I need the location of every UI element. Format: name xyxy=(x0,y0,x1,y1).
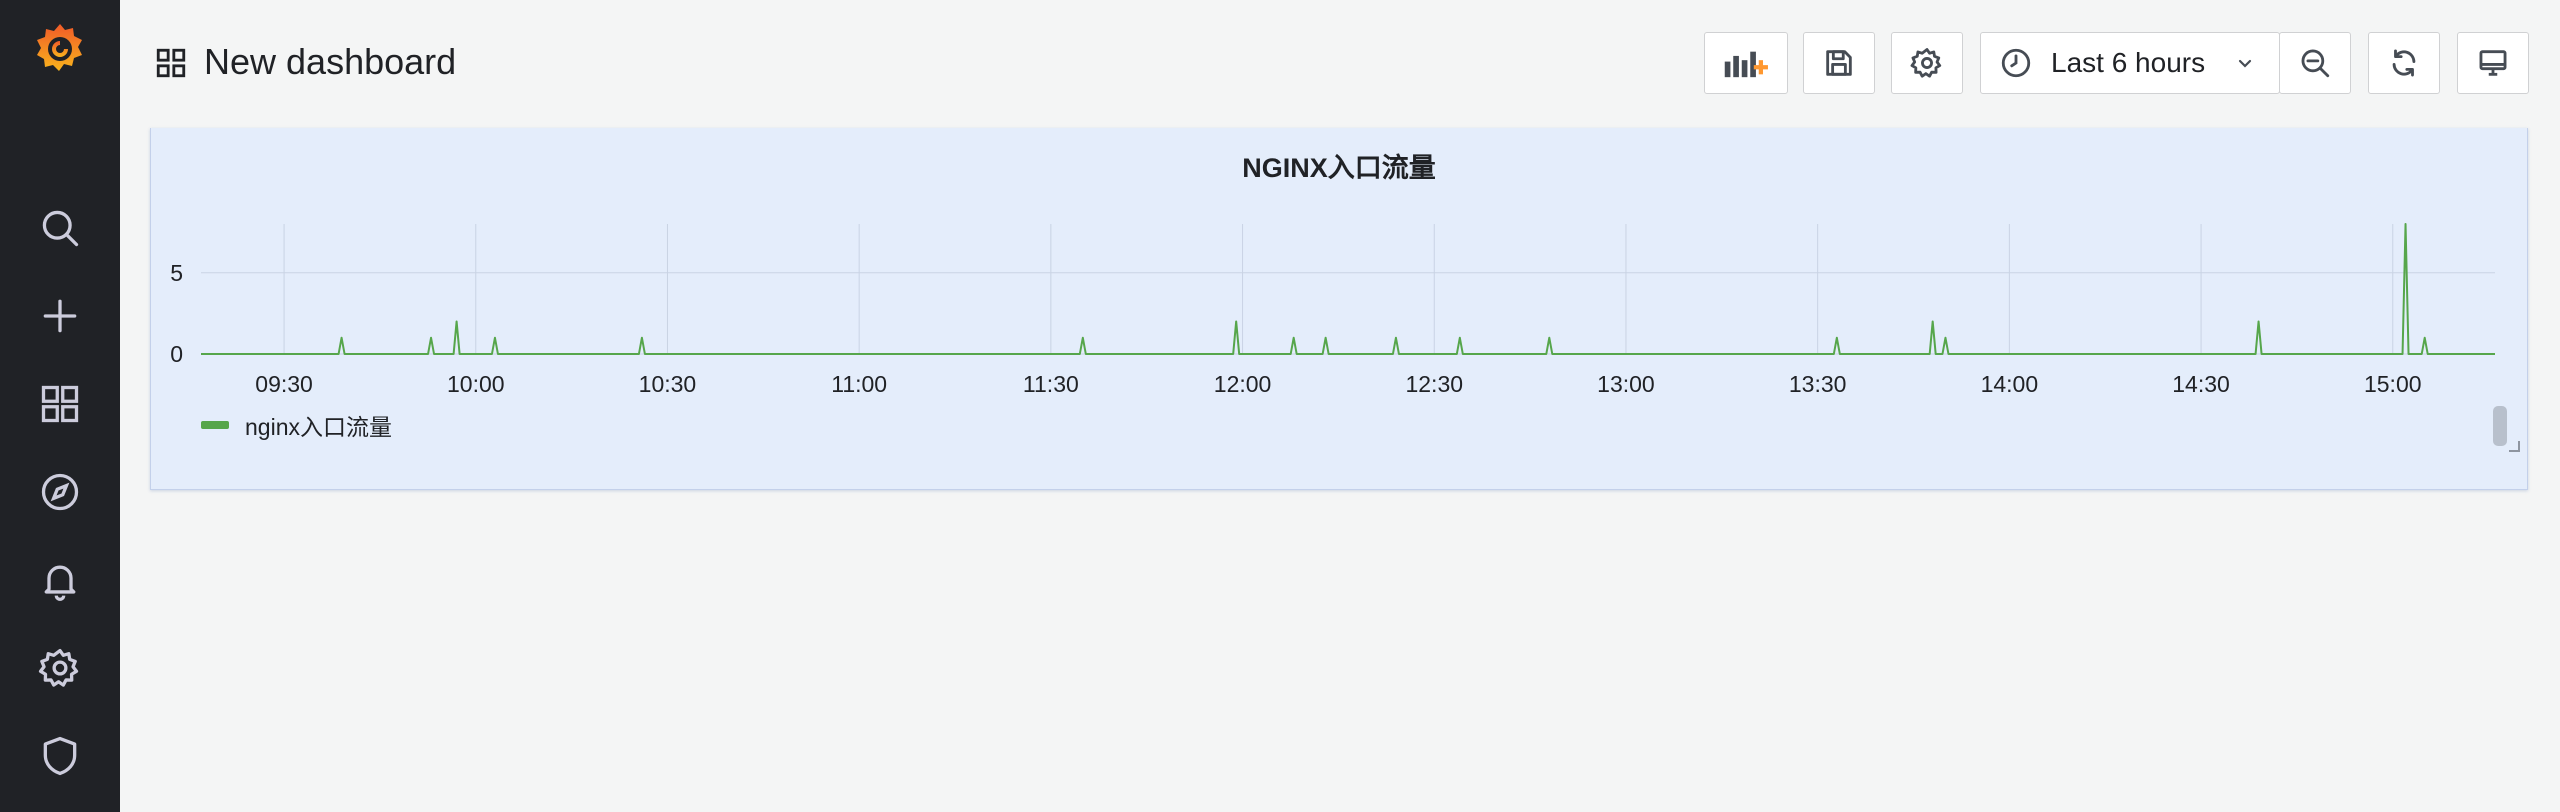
dashboards-icon xyxy=(41,385,79,423)
timeseries-chart: 09:30 10:00 10:30 11:00 11:30 12:00 12:30 13:00… xyxy=(170,223,2495,397)
x-tick-label: 11:00 xyxy=(831,371,887,397)
data-point xyxy=(1944,336,1947,339)
sidebar xyxy=(0,0,120,812)
x-tick-label: 10:00 xyxy=(447,371,505,397)
top-navbar: New dashboard xyxy=(120,0,2560,128)
panel-scrollbar[interactable] xyxy=(2493,406,2507,446)
graph-panel[interactable]: NGINX入口流量 09:30 10:00 10:30 11:00 11:30 12:00… xyxy=(150,128,2528,490)
x-tick-label: 09:30 xyxy=(255,371,313,397)
save-dashboard-button[interactable] xyxy=(1803,32,1875,94)
data-point xyxy=(2423,336,2426,339)
legend-label: nginx入口流量 xyxy=(245,414,392,440)
time-range-picker[interactable]: Last 6 hours xyxy=(1980,32,2280,94)
tv-mode-button[interactable] xyxy=(2457,32,2529,94)
data-point xyxy=(1548,336,1551,339)
sidebar-item-dashboards[interactable] xyxy=(30,374,90,434)
time-range-label: Last 6 hours xyxy=(2051,47,2206,78)
data-point xyxy=(2404,223,2407,225)
save-icon xyxy=(1826,50,1852,76)
grafana-logo-icon xyxy=(37,24,82,71)
y-tick-label: 5 xyxy=(170,260,183,286)
bell-icon xyxy=(44,565,76,601)
x-tick-label: 15:00 xyxy=(2364,371,2422,397)
x-tick-label: 11:30 xyxy=(1023,371,1079,397)
data-point xyxy=(494,336,496,339)
resize-handle-icon[interactable] xyxy=(2507,439,2521,453)
x-tick-label: 13:30 xyxy=(1789,371,1847,397)
data-point xyxy=(1324,336,1327,339)
settings-icon xyxy=(1910,48,1942,78)
data-point xyxy=(2257,320,2260,323)
data-point xyxy=(455,320,458,323)
chevron-down-icon xyxy=(2239,59,2252,68)
sidebar-item-search[interactable] xyxy=(30,198,90,258)
data-point xyxy=(1459,336,1461,339)
refresh-button[interactable] xyxy=(2368,32,2440,94)
add-panel-button[interactable] xyxy=(1704,32,1788,94)
sidebar-item-explore[interactable] xyxy=(30,462,90,522)
compass-icon xyxy=(41,473,79,511)
x-tick-label: 13:00 xyxy=(1597,371,1655,397)
data-point xyxy=(430,336,432,339)
zoom-out-icon xyxy=(2301,49,2330,78)
zoom-out-button[interactable] xyxy=(2279,32,2351,94)
y-tick-label: 0 xyxy=(170,341,183,367)
series-line xyxy=(201,223,2495,355)
plus-icon xyxy=(43,299,77,333)
x-tick-label: 12:30 xyxy=(1405,371,1463,397)
sidebar-item-server-admin[interactable] xyxy=(30,726,90,786)
data-point xyxy=(1395,336,1397,339)
search-icon xyxy=(42,210,79,247)
x-tick-label: 14:30 xyxy=(2172,371,2230,397)
x-tick-label: 12:00 xyxy=(1214,371,1272,397)
refresh-icon xyxy=(2392,49,2416,77)
data-point xyxy=(1235,320,1237,323)
dashboard-title[interactable]: New dashboard xyxy=(204,41,457,82)
shield-icon xyxy=(43,736,77,776)
sidebar-item-create[interactable] xyxy=(30,286,90,346)
legend-swatch xyxy=(201,421,229,429)
panel-title[interactable]: NGINX入口流量 xyxy=(1242,153,1436,183)
data-point xyxy=(1082,336,1084,339)
data-point xyxy=(1836,336,1838,339)
data-point xyxy=(1292,336,1295,339)
grafana-logo[interactable] xyxy=(32,20,88,76)
add-panel-icon xyxy=(1724,51,1768,78)
sidebar-item-alerting[interactable] xyxy=(30,550,90,610)
legend-item[interactable]: nginx入口流量 xyxy=(201,408,392,442)
dashboards-icon xyxy=(156,48,186,78)
tv-mode-icon xyxy=(2479,50,2507,76)
data-point xyxy=(641,336,643,339)
dashboard-settings-button[interactable] xyxy=(1891,32,1963,94)
gear-icon xyxy=(38,648,79,687)
x-tick-label: 14:00 xyxy=(1981,371,2039,397)
x-tick-label: 10:30 xyxy=(639,371,697,397)
sidebar-item-configuration[interactable] xyxy=(30,638,90,698)
clock-icon xyxy=(2001,48,2031,78)
data-point xyxy=(1931,320,1934,323)
data-point xyxy=(340,336,343,339)
